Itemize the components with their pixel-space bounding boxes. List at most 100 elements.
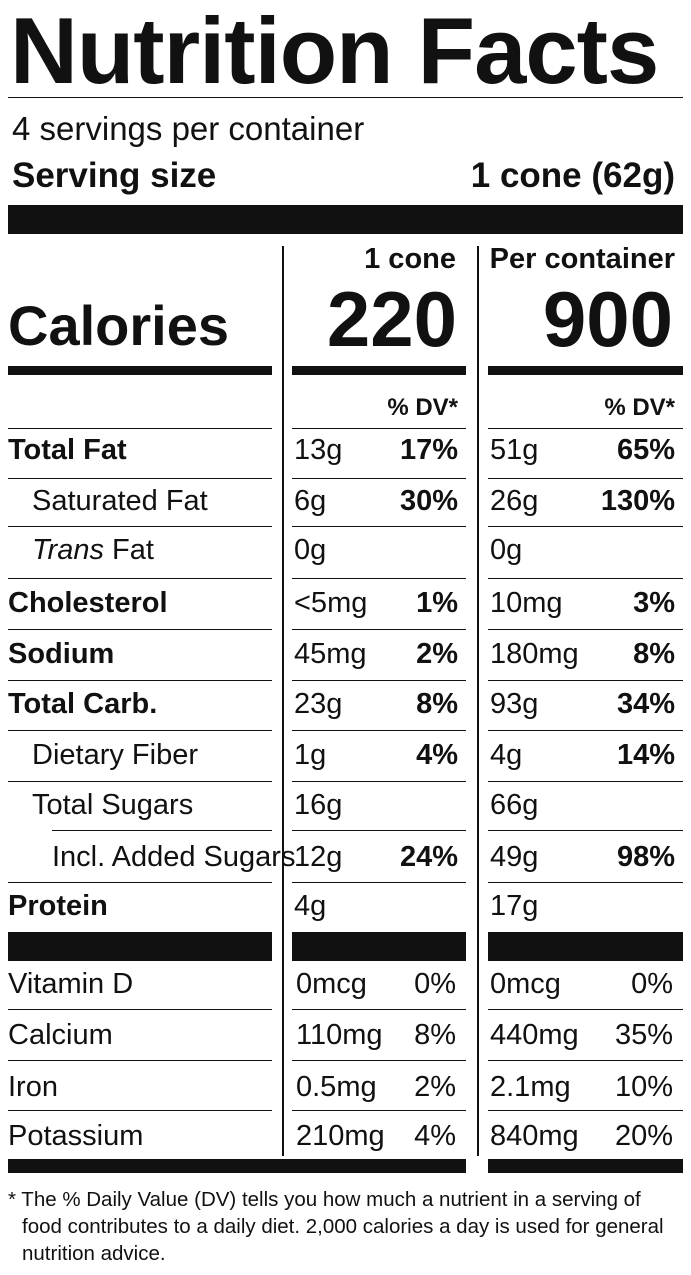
dv-per-serving: 8% <box>414 1019 456 1051</box>
dv-per-serving: 17% <box>399 434 458 466</box>
medium-divider-label-col <box>8 366 272 375</box>
row-rule <box>292 680 466 681</box>
row-rule <box>292 1009 466 1010</box>
row-rule <box>8 478 272 479</box>
nutrient-name-trans-fat: Trans Fat <box>8 536 154 565</box>
amount-per-serving: 4g <box>294 890 327 922</box>
row-rule <box>488 1110 683 1111</box>
dv-per-container: 98% <box>616 841 675 873</box>
amount-per-serving: 0g <box>294 534 327 566</box>
dv-per-serving: 2% <box>414 1071 456 1103</box>
calories-per-container: 900 <box>542 275 673 363</box>
row-rule <box>292 882 466 883</box>
nutrient-name-dietary-fiber: Dietary Fiber <box>32 739 198 771</box>
amount-per-serving: 45mg <box>294 638 367 670</box>
thick-divider-serving-col <box>292 932 466 961</box>
dv-per-serving: 30% <box>399 485 458 517</box>
dv-header-per-container: % DV* <box>604 394 675 421</box>
row-rule <box>8 629 272 630</box>
row-rule <box>292 578 466 579</box>
amount-per-container: 10mg <box>490 587 563 619</box>
amount-per-serving: 210mg <box>296 1120 385 1152</box>
amount-per-container: 0mcg <box>490 968 561 1000</box>
dv-header-per-serving: % DV* <box>387 394 458 421</box>
thick-divider-label-col <box>8 932 272 961</box>
amount-per-serving: 1g <box>294 739 327 771</box>
vitamin-name-d: Vitamin D <box>8 968 134 1000</box>
footnote-line-2: food contributes to a daily diet. 2,000 … <box>22 1215 664 1238</box>
amount-per-container: 51g <box>490 434 539 466</box>
amount-per-serving: 6g <box>294 485 327 517</box>
amount-per-serving: 0.5mg <box>296 1071 377 1103</box>
row-rule <box>488 830 683 831</box>
amount-per-container: 66g <box>490 789 539 821</box>
row-rule <box>488 629 683 630</box>
nutrient-name-added-sugars: Incl. Added Sugars <box>52 841 296 873</box>
row-rule <box>488 730 683 731</box>
dv-per-serving: 24% <box>399 841 458 873</box>
label-title: Nutrition Facts <box>10 0 659 103</box>
nutrient-name-saturated-fat: Saturated Fat <box>32 485 208 517</box>
dv-per-container: 65% <box>616 434 675 466</box>
trans-fat-suffix: Fat <box>103 534 154 566</box>
row-rule <box>488 1060 683 1061</box>
servings-per-container: 4 servings per container <box>12 110 365 147</box>
amount-per-serving: <5mg <box>294 587 368 619</box>
amount-per-serving: 23g <box>294 688 343 720</box>
dv-per-container: 3% <box>633 587 675 619</box>
row-rule <box>8 781 272 782</box>
amount-per-container: 440mg <box>490 1019 579 1051</box>
dv-per-container: 8% <box>633 638 675 670</box>
daily-value-footnote: * The % Daily Value (DV) tells you how m… <box>8 1186 680 1267</box>
row-rule <box>292 526 466 527</box>
row-rule <box>488 680 683 681</box>
row-rule <box>52 830 272 831</box>
amount-per-container: 4g <box>490 739 523 771</box>
amount-per-container: 840mg <box>490 1120 579 1152</box>
amount-per-container: 93g <box>490 688 539 720</box>
title-rule <box>8 97 683 98</box>
nutrient-name-sodium: Sodium <box>8 638 115 670</box>
bottom-divider-right <box>488 1159 683 1173</box>
dv-per-container: 35% <box>614 1019 673 1051</box>
column-separator-1 <box>282 246 284 1156</box>
row-rule <box>8 730 272 731</box>
row-rule <box>8 1110 272 1111</box>
dv-per-container: 10% <box>614 1071 673 1103</box>
row-rule <box>488 478 683 479</box>
row-rule <box>8 680 272 681</box>
column-header-per-serving: 1 cone <box>364 243 456 275</box>
row-rule <box>292 730 466 731</box>
dv-per-container: 20% <box>614 1120 673 1152</box>
medium-divider-container-col <box>488 366 683 375</box>
amount-per-container: 180mg <box>490 638 579 670</box>
dv-per-serving: 4% <box>414 1120 456 1152</box>
nutrient-name-total-fat: Total Fat <box>8 434 127 466</box>
row-rule <box>488 578 683 579</box>
row-rule <box>8 1009 272 1010</box>
row-rule <box>488 781 683 782</box>
row-rule <box>488 526 683 527</box>
dv-per-container: 34% <box>616 688 675 720</box>
row-rule <box>8 526 272 527</box>
amount-per-container: 17g <box>490 890 539 922</box>
serving-size-value: 1 cone (62g) <box>470 156 675 195</box>
amount-per-serving: 110mg <box>296 1019 383 1051</box>
amount-per-container: 0g <box>490 534 523 566</box>
amount-per-serving: 16g <box>294 789 343 821</box>
footnote-line-1: * The % Daily Value (DV) tells you how m… <box>8 1188 641 1211</box>
dv-per-serving: 4% <box>416 739 458 771</box>
dv-per-serving: 2% <box>416 638 458 670</box>
vitamin-name-calcium: Calcium <box>8 1019 113 1051</box>
column-header-per-container: Per container <box>489 243 675 275</box>
amount-per-serving: 13g <box>294 434 343 466</box>
row-rule <box>292 781 466 782</box>
row-rule <box>8 428 272 429</box>
thick-divider-top <box>8 205 683 234</box>
thick-divider-container-col <box>488 932 683 961</box>
row-rule <box>488 428 683 429</box>
trans-italic: Trans <box>32 534 104 566</box>
dv-per-container: 14% <box>616 739 675 771</box>
serving-size-label: Serving size <box>12 156 217 195</box>
medium-divider-serving-col <box>292 366 466 375</box>
